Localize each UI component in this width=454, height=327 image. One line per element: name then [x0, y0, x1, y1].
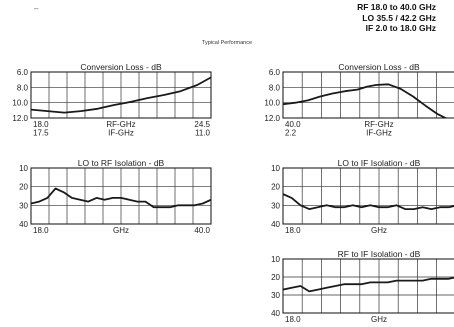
plot-frame [30, 71, 212, 119]
y-tick-label: 6.0 [269, 68, 281, 77]
x-axis-label: 40.0 [285, 120, 301, 129]
x-axis-label: IF-GHz [366, 129, 392, 138]
x-axis-label: GHz [371, 315, 387, 324]
x-axis-label: 11.0 [195, 129, 211, 138]
y-tick-label: 40 [19, 220, 28, 229]
series-line [283, 276, 454, 293]
y-tick-label: 12.0 [264, 114, 280, 123]
typical-performance-label: Typical Performance [201, 40, 253, 46]
plot-frame [282, 71, 454, 119]
y-tick-label: 20 [271, 273, 280, 282]
plot-frame [282, 258, 454, 314]
x-axis-label: 18.0 [285, 315, 301, 324]
y-tick-label: 20 [271, 183, 280, 192]
chart-title: LO to IF Isolation - dB [338, 158, 421, 168]
y-tick-label: 6.0 [17, 68, 29, 77]
y-tick-label: 20 [19, 183, 28, 192]
y-tick-label: 10.0 [264, 99, 280, 108]
x-axis-label: 24.5 [194, 120, 210, 129]
plot-frame [282, 167, 454, 225]
header-dash: – [34, 4, 39, 13]
y-tick-label: 8.0 [17, 83, 29, 92]
chart-title: Conversion Loss - dB [80, 62, 162, 72]
x-axis-label: RF-GHz [364, 120, 393, 129]
y-tick-label: 30 [271, 291, 280, 300]
x-axis-label: 17.5 [33, 129, 49, 138]
y-tick-label: 30 [19, 201, 28, 210]
spec-lo-range: LO 35.5 / 42.2 GHz [362, 12, 436, 23]
y-tick-label: 12.0 [12, 114, 28, 123]
y-tick-label: 30 [271, 201, 280, 210]
x-axis-label: GHz [371, 226, 387, 235]
series-line [283, 83, 448, 118]
plot-frame [30, 167, 212, 225]
chart-title: Conversion Loss - dB [338, 62, 420, 72]
spec-if-range: IF 2.0 to 18.0 GHz [365, 23, 436, 33]
x-axis-label: RF-GHz [106, 120, 135, 129]
series-line [31, 187, 211, 209]
conversion-loss-chart-1: Conversion Loss - dB 6.0 8.0 10.0 12.0 18.0 RF… [12, 62, 212, 138]
x-axis-label: GHz [113, 226, 129, 235]
y-tick-label: 10 [19, 164, 28, 173]
y-tick-label: 40 [271, 220, 280, 229]
lo-to-rf-isolation-chart: LO to RF Isolation - dB 10 20 30 40 18.0 GHz 40… [19, 158, 212, 235]
chart-title: LO to RF Isolation - dB [78, 158, 165, 168]
spec-header: RF 18.0 to 40.0 GHz LO 35.5 / 42.2 GHz I… [357, 2, 436, 34]
y-tick-label: 10 [271, 164, 280, 173]
y-tick-label: 8.0 [269, 83, 281, 92]
series-line [31, 76, 211, 114]
x-axis-label: 18.0 [33, 226, 49, 235]
conversion-loss-chart-2: Conversion Loss - dB 6.0 8.0 10.0 12.0 40.0 RF… [264, 62, 454, 138]
x-axis-label: 18.0 [285, 226, 301, 235]
y-tick-label: 40 [271, 309, 280, 318]
spec-rf-range: RF 18.0 to 40.0 GHz [357, 2, 436, 12]
x-axis-label: IF-GHz [108, 129, 134, 138]
x-axis-label: 18.0 [33, 120, 49, 129]
x-axis-label: 2.2 [285, 129, 297, 138]
series-line [283, 193, 454, 210]
y-tick-label: 10.0 [12, 99, 28, 108]
y-tick-label: 10 [271, 255, 280, 264]
chart-title: RF to IF Isolation - dB [338, 249, 421, 259]
x-axis-label: 40.0 [194, 226, 210, 235]
